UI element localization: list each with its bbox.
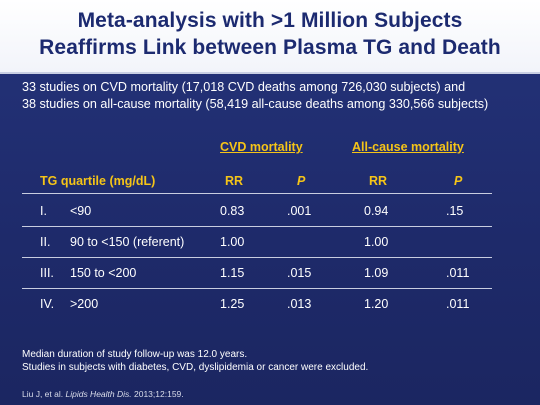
- table-rule: [22, 226, 492, 227]
- footnote-exclusions: Studies in subjects with diabetes, CVD, …: [22, 362, 369, 373]
- slide-title-line-2: Reaffirms Link between Plasma TG and Dea…: [39, 36, 501, 59]
- all-rr-value: 1.20: [364, 297, 389, 311]
- all-rr-value: 1.00: [364, 235, 389, 249]
- title-band: Meta-analysis with >1 Million Subjects R…: [0, 0, 540, 74]
- table-rule: [22, 193, 492, 194]
- table-rule: [22, 257, 492, 258]
- col-header-all-rr: RR: [369, 174, 388, 188]
- col-header-cvd-p: P: [297, 174, 306, 188]
- row-label: <90: [70, 204, 92, 218]
- all-rr-value: 0.94: [364, 204, 389, 218]
- col-header-cvd-rr: RR: [225, 174, 244, 188]
- intro-line-2: 38 studies on all-cause mortality (58,41…: [22, 97, 489, 111]
- row-number: III.: [40, 266, 54, 280]
- all-p-value: .011: [446, 266, 470, 280]
- cvd-rr-value: 1.25: [220, 297, 245, 311]
- table-rule: [22, 288, 492, 289]
- row-label: 150 to <200: [70, 266, 137, 280]
- group-header-cvd: CVD mortality: [220, 140, 303, 154]
- cvd-p-value: .013: [287, 297, 312, 311]
- cvd-p-value: .001: [287, 204, 312, 218]
- col-header-all-p: P: [454, 174, 463, 188]
- cvd-rr-value: 1.15: [220, 266, 245, 280]
- cvd-p-value: .015: [287, 266, 312, 280]
- cvd-rr-value: 1.00: [220, 235, 245, 249]
- intro-line-1: 33 studies on CVD mortality (17,018 CVD …: [22, 80, 466, 94]
- row-number: I.: [40, 204, 47, 218]
- slide-title-line-1: Meta-analysis with >1 Million Subjects: [77, 9, 463, 32]
- row-number: II.: [40, 235, 51, 249]
- row-header: TG quartile (mg/dL): [40, 174, 156, 188]
- citation-ref: 2013;12:159.: [134, 389, 184, 399]
- row-label: >200: [70, 297, 99, 311]
- all-p-value: .15: [446, 204, 464, 218]
- all-rr-value: 1.09: [364, 266, 389, 280]
- all-p-value: .011: [446, 297, 470, 311]
- footnote-follow-up: Median duration of study follow-up was 1…: [22, 349, 248, 360]
- row-number: IV.: [40, 297, 55, 311]
- citation: Liu J, et al. Lipids Health Dis. 2013;12…: [22, 389, 184, 399]
- citation-authors: Liu J, et al.: [22, 389, 64, 399]
- row-label: 90 to <150 (referent): [70, 235, 185, 249]
- cvd-rr-value: 0.83: [220, 204, 245, 218]
- group-header-all-cause: All-cause mortality: [352, 140, 464, 154]
- citation-journal: Lipids Health Dis.: [65, 389, 132, 399]
